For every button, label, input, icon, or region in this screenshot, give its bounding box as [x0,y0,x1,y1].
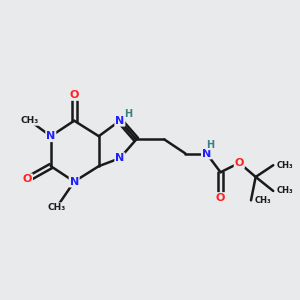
Text: CH₃: CH₃ [277,187,293,196]
Text: CH₃: CH₃ [277,161,293,170]
Text: O: O [23,174,32,184]
Text: N: N [115,153,124,163]
Text: H: H [206,140,214,150]
Text: CH₃: CH₃ [47,203,66,212]
Text: O: O [70,90,79,100]
Text: N: N [115,116,124,126]
Text: N: N [46,131,56,141]
Text: N: N [70,177,79,187]
Text: H: H [124,109,132,119]
Text: N: N [202,148,211,158]
Text: CH₃: CH₃ [21,116,39,125]
Text: O: O [216,193,225,203]
Text: CH₃: CH₃ [254,196,271,205]
Text: O: O [235,158,244,168]
